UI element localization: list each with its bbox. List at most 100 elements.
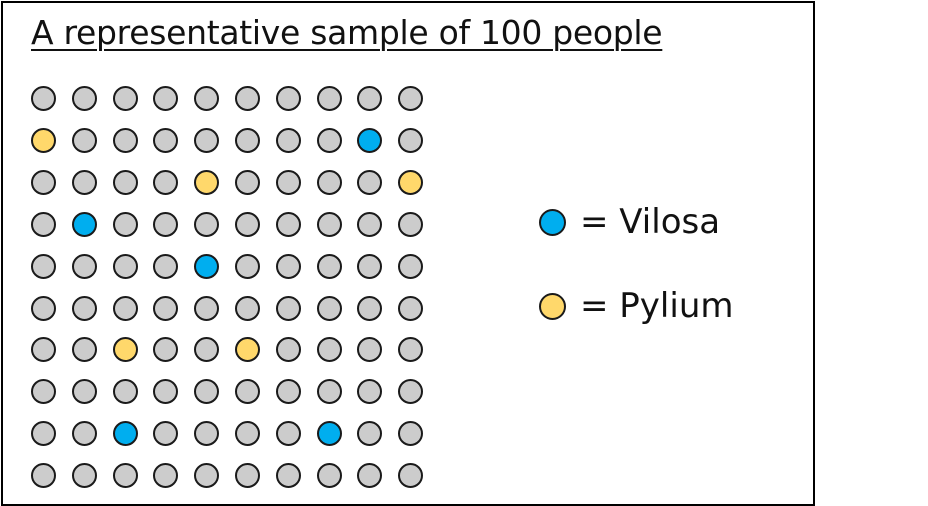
person-dot-other xyxy=(112,379,138,405)
person-dot-other xyxy=(71,295,97,321)
person-dot-other xyxy=(275,463,301,489)
person-dot-other xyxy=(398,337,424,363)
person-dot-other xyxy=(153,337,179,363)
person-dot-other xyxy=(357,463,383,489)
person-dot-pylium xyxy=(31,127,56,153)
person-dot-other xyxy=(31,379,56,405)
legend-label-pylium: = Pylium xyxy=(580,286,734,326)
person-dot-other xyxy=(71,337,97,363)
person-dot-other xyxy=(235,211,260,237)
person-dot-other xyxy=(71,379,97,405)
person-dot-other xyxy=(275,86,301,111)
person-dot-other xyxy=(153,295,179,321)
person-dot-other xyxy=(316,379,342,405)
person-dot-other xyxy=(112,463,138,489)
person-dot-other xyxy=(275,379,301,405)
legend-swatch-pylium xyxy=(539,292,566,320)
person-dot-other xyxy=(71,86,97,111)
person-dot-other xyxy=(71,127,97,153)
person-dot-other xyxy=(316,127,342,153)
person-dot-pylium xyxy=(235,337,260,363)
person-dot-other xyxy=(398,463,424,489)
person-dot-other xyxy=(357,169,383,195)
person-dot-other xyxy=(357,86,383,111)
person-dot-other xyxy=(31,169,56,195)
person-dot-other xyxy=(316,211,342,237)
person-dot-other xyxy=(71,463,97,489)
person-dot-other xyxy=(112,253,138,279)
person-dot-other xyxy=(398,253,424,279)
person-dot-other xyxy=(275,337,301,363)
person-dot-other xyxy=(398,211,424,237)
person-dot-other xyxy=(357,379,383,405)
person-dot-other xyxy=(194,463,220,489)
person-dot-other xyxy=(31,337,56,363)
person-dot-other xyxy=(153,127,179,153)
person-dot-other xyxy=(235,295,260,321)
legend-swatch-vilosa xyxy=(539,208,566,236)
person-dot-other xyxy=(153,86,179,111)
person-dot-other xyxy=(71,169,97,195)
person-dot-other xyxy=(316,337,342,363)
person-dot-other xyxy=(316,295,342,321)
person-dot-other xyxy=(31,295,56,321)
person-dot-other xyxy=(194,379,220,405)
legend-item-pylium: = Pylium xyxy=(539,286,733,326)
person-dot-other xyxy=(235,127,260,153)
person-dot-other xyxy=(112,169,138,195)
person-dot-other xyxy=(235,253,260,279)
legend-item-vilosa: = Vilosa xyxy=(539,202,720,242)
person-dot-other xyxy=(112,211,138,237)
person-dot-other xyxy=(398,379,424,405)
person-dot-other xyxy=(194,421,220,447)
person-dot-other xyxy=(31,86,56,111)
person-dot-other xyxy=(153,211,179,237)
person-dot-other xyxy=(275,127,301,153)
person-dot-other xyxy=(31,463,56,489)
person-dot-other xyxy=(398,86,424,111)
person-dot-pylium xyxy=(112,337,138,363)
person-dot-other xyxy=(275,253,301,279)
person-dot-other xyxy=(194,211,220,237)
person-dot-other xyxy=(31,253,56,279)
person-dot-pylium xyxy=(194,169,220,195)
person-dot-other xyxy=(71,421,97,447)
person-dot-other xyxy=(153,463,179,489)
person-dot-other xyxy=(235,421,260,447)
person-dot-vilosa xyxy=(71,211,97,237)
person-dot-other xyxy=(112,295,138,321)
person-dot-other xyxy=(275,169,301,195)
person-dot-other xyxy=(316,169,342,195)
person-dot-other xyxy=(398,127,424,153)
person-dot-other xyxy=(235,86,260,111)
person-dot-other xyxy=(275,295,301,321)
person-dot-other xyxy=(357,211,383,237)
person-dot-other xyxy=(357,421,383,447)
person-dot-other xyxy=(194,127,220,153)
diagram-title: A representative sample of 100 people xyxy=(31,13,663,52)
person-dot-other xyxy=(153,379,179,405)
person-dot-other xyxy=(357,337,383,363)
person-dot-other xyxy=(357,253,383,279)
person-dot-other xyxy=(235,169,260,195)
person-dot-vilosa xyxy=(357,127,383,153)
person-dot-other xyxy=(357,295,383,321)
legend-label-vilosa: = Vilosa xyxy=(580,202,721,242)
person-dot-other xyxy=(31,211,56,237)
person-dot-other xyxy=(112,86,138,111)
person-dot-other xyxy=(194,295,220,321)
person-dot-other xyxy=(153,421,179,447)
person-dot-other xyxy=(235,463,260,489)
person-dot-other xyxy=(71,253,97,279)
person-dot-other xyxy=(316,86,342,111)
person-dot-other xyxy=(316,253,342,279)
person-dot-other xyxy=(235,379,260,405)
person-dot-pylium xyxy=(398,169,424,195)
person-dot-other xyxy=(194,337,220,363)
person-dot-other xyxy=(398,421,424,447)
person-dot-vilosa xyxy=(316,421,342,447)
person-dot-other xyxy=(153,169,179,195)
person-dot-vilosa xyxy=(194,253,220,279)
person-dot-other xyxy=(316,463,342,489)
person-dot-other xyxy=(275,421,301,447)
